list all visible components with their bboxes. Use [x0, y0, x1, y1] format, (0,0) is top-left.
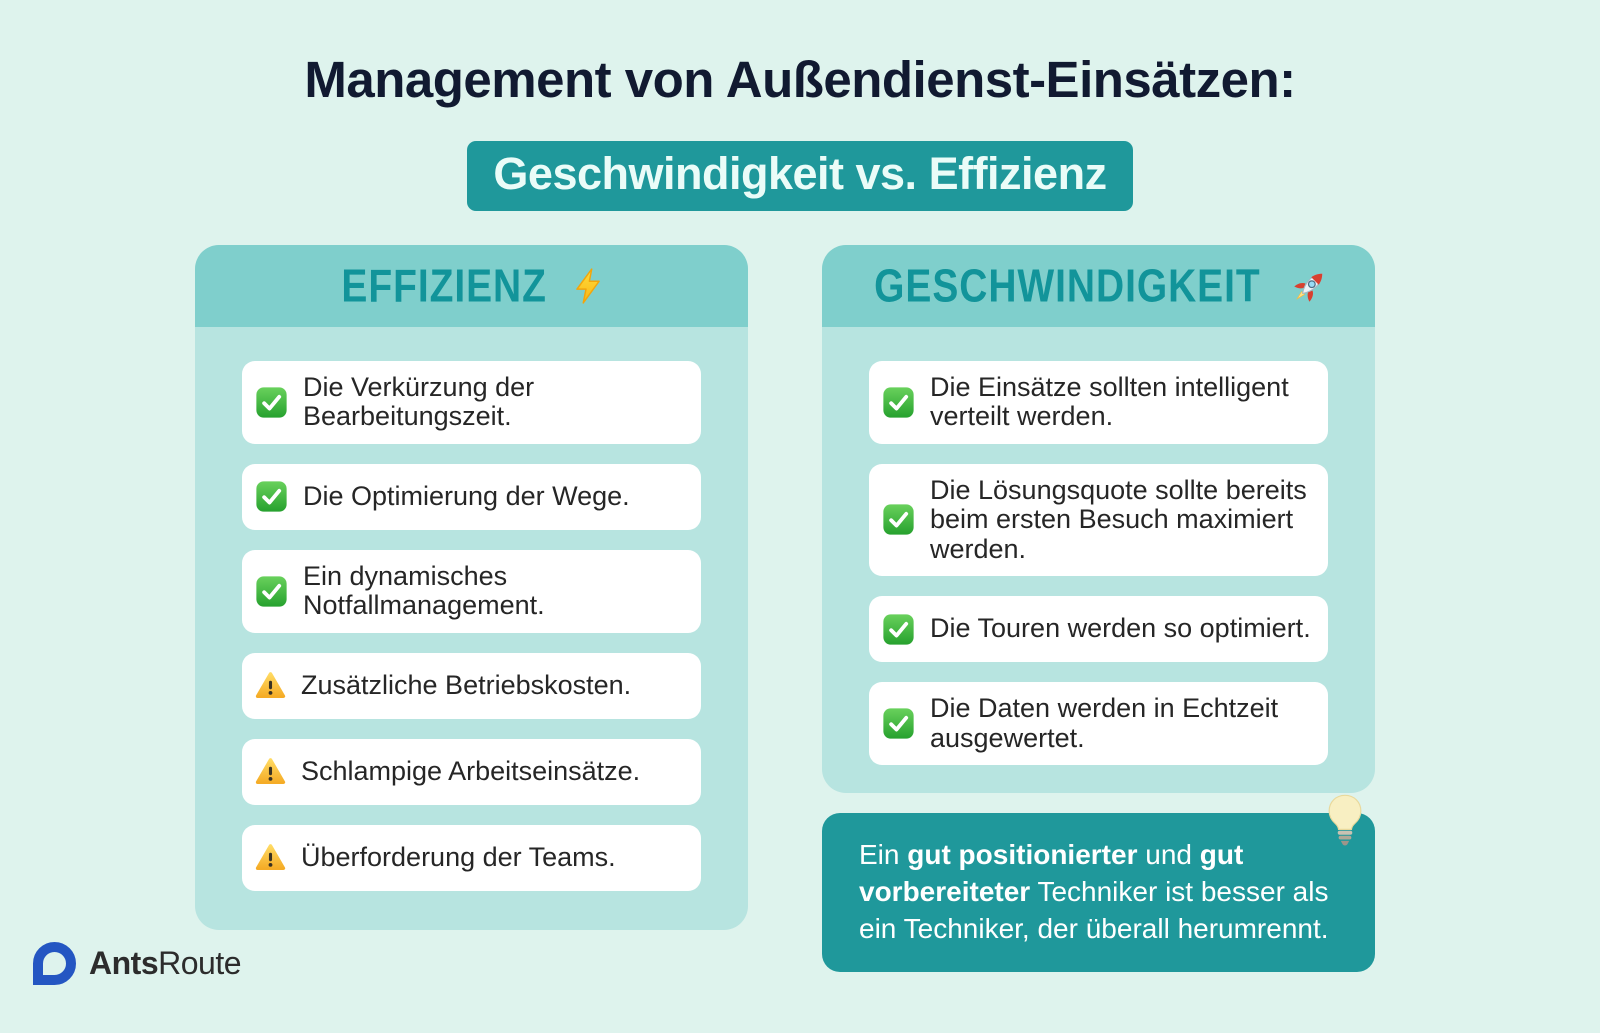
- card-geschwindigkeit-body: Die Einsätze sollten intelligent verteil…: [822, 327, 1375, 765]
- list-item: Überforderung der Teams.: [242, 824, 701, 891]
- check-icon: [882, 613, 915, 646]
- list-item: Die Optimierung der Wege.: [242, 463, 701, 530]
- check-icon: [882, 386, 915, 419]
- page-title: Management von Außendienst-Einsätzen:: [304, 51, 1296, 108]
- page-subtitle-highlight: Geschwindigkeit vs. Effizienz: [467, 141, 1133, 211]
- card-geschwindigkeit-header: GESCHWINDIGKEIT: [822, 245, 1375, 327]
- warning-icon: [255, 842, 286, 873]
- list-item-label: Überforderung der Teams.: [301, 841, 616, 872]
- check-icon: [882, 503, 915, 536]
- list-item: Die Lösungsquote sollte bereits beim ers…: [869, 463, 1328, 577]
- warning-icon: [255, 670, 286, 701]
- lightning-icon: [569, 267, 607, 305]
- tip-note-text: Ein gut positionierter und gut vorbereit…: [859, 837, 1349, 948]
- list-item: Die Verkürzung der Bearbeitungszeit.: [242, 361, 701, 444]
- card-geschwindigkeit-title: GESCHWINDIGKEIT: [874, 259, 1261, 312]
- list-item-label: Die Einsätze sollten intelligent verteil…: [930, 372, 1289, 432]
- list-item-label: Schlampige Arbeitseinsätze.: [301, 755, 641, 786]
- lightbulb-icon: [1325, 793, 1365, 847]
- rocket-icon: [1287, 263, 1333, 309]
- list-item: Zusätzliche Betriebskosten.: [242, 652, 701, 719]
- brand-logo: AntsRoute: [33, 942, 241, 985]
- list-item-label: Die Verkürzung der Bearbeitungszeit.: [303, 372, 535, 432]
- brand-name-regular: Route: [158, 945, 241, 981]
- list-item-label: Die Touren werden so optimiert.: [930, 613, 1311, 644]
- list-item-label: Die Optimierung der Wege.: [303, 481, 630, 512]
- card-geschwindigkeit: GESCHWINDIGKEIT: [822, 245, 1375, 793]
- warning-icon: [255, 756, 286, 787]
- brand-name: AntsRoute: [89, 945, 241, 982]
- card-effizienz-body: Die Verkürzung der Bearbeitungszeit. Die…: [195, 327, 748, 891]
- list-item: Schlampige Arbeitseinsätze.: [242, 738, 701, 805]
- tip-note-box: Ein gut positionierter und gut vorbereit…: [822, 794, 1375, 972]
- card-effizienz-title: EFFIZIENZ: [341, 259, 548, 312]
- check-icon: [255, 575, 288, 608]
- antsroute-logo-icon: [33, 942, 76, 985]
- list-item: Die Daten werden in Echtzeit ausgewertet…: [869, 682, 1328, 765]
- note-part: Ein: [859, 839, 908, 870]
- list-item: Die Touren werden so optimiert.: [869, 596, 1328, 663]
- list-item: Ein dynamisches Notfallmanagement.: [242, 549, 701, 633]
- note-part-bold: gut vorbereiteter: [859, 839, 1244, 907]
- list-item-label: Die Daten werden in Echtzeit ausgewertet…: [930, 693, 1279, 753]
- check-icon: [255, 480, 288, 513]
- brand-name-bold: Ants: [89, 945, 159, 981]
- note-part: Techniker ist besser als ein Techniker, …: [859, 875, 1329, 944]
- list-item-label: Zusätzliche Betriebskosten.: [301, 669, 632, 700]
- check-icon: [255, 386, 288, 419]
- title-block: Management von Außendienst-Einsätzen: Ge…: [0, 50, 1600, 211]
- list-item-label: Die Lösungsquote sollte bereits beim ers…: [930, 474, 1307, 564]
- list-item: Die Einsätze sollten intelligent verteil…: [869, 361, 1328, 444]
- check-icon: [882, 707, 915, 740]
- list-item-label: Ein dynamisches Notfallmanagement.: [303, 560, 545, 621]
- card-effizienz-header: EFFIZIENZ: [195, 245, 748, 327]
- note-part-bold: gut positionierter: [907, 839, 1138, 870]
- card-effizienz: EFFIZIENZ: [195, 245, 748, 930]
- note-part: und: [1137, 839, 1200, 870]
